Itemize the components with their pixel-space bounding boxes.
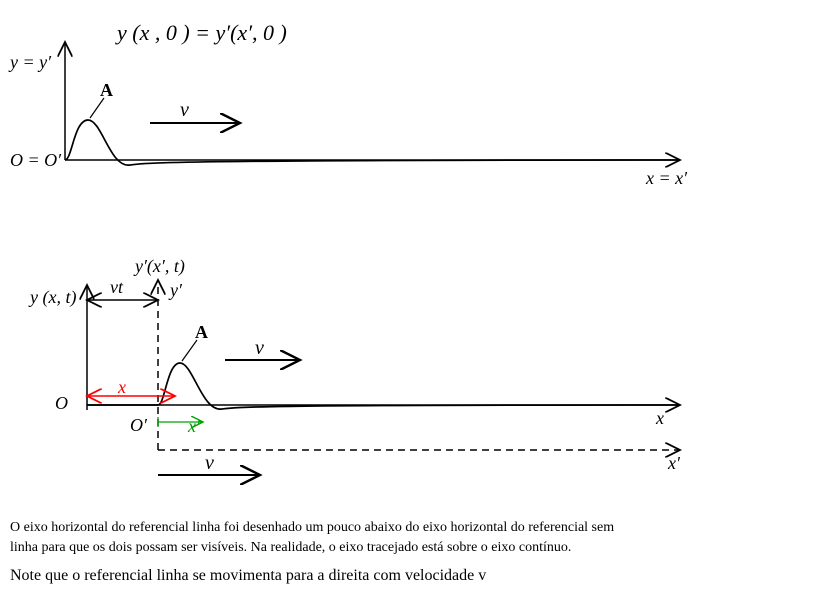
bottom-waveform — [87, 363, 680, 409]
bottom-origin-label: O — [55, 393, 68, 414]
bottom-yprime-axis-label: y′(x′, t) — [135, 256, 185, 277]
bottom-yprime-short-label: y′ — [170, 280, 182, 301]
bottom-vt-label: vt — [110, 277, 123, 298]
bottom-v-label-bottom: v — [205, 452, 214, 475]
top-waveform — [65, 120, 680, 165]
note-span: Note que o referencial linha se moviment… — [10, 567, 486, 584]
caption-line2: linha para que os dois possam ser visíve… — [10, 540, 571, 555]
bottom-origin-prime-label: O′ — [130, 415, 147, 436]
bottom-xaxis-label: x — [656, 408, 664, 429]
top-a-pointer — [90, 98, 104, 118]
caption-text: O eixo horizontal do referencial linha f… — [10, 518, 810, 557]
top-xaxis-label: x = x′ — [646, 168, 687, 189]
bottom-a-pointer — [182, 340, 197, 361]
bottom-xprime-axis-label: x′ — [668, 453, 680, 474]
bottom-peak-label: A — [195, 322, 208, 343]
top-origin-label: O = O′ — [10, 150, 61, 171]
top-yaxis-label: y = y′ — [10, 52, 51, 73]
bottom-v-label-top: v — [255, 337, 264, 360]
bottom-yaxis-label: y (x, t) — [30, 287, 76, 308]
bottom-xprime-short-label: x′ — [188, 416, 200, 437]
title-equation: y (x , 0 ) = y′(x′, 0 ) — [117, 20, 287, 46]
top-peak-label: A — [100, 80, 113, 101]
caption-line1: O eixo horizontal do referencial linha f… — [10, 520, 614, 535]
wave-diagram: y (x , 0 ) = y′(x′, 0 ) y = y′ O = O′ x … — [10, 10, 814, 510]
note-text: Note que o referencial linha se moviment… — [10, 567, 814, 585]
bottom-x-label: x — [118, 377, 126, 398]
top-v-label: v — [180, 99, 189, 122]
